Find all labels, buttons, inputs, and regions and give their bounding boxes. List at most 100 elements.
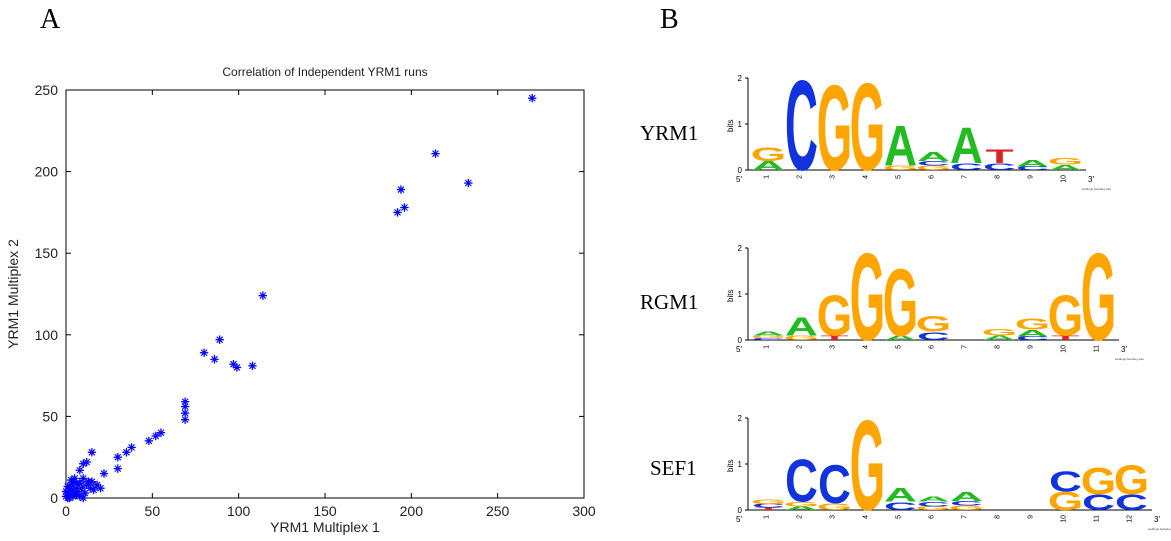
logo-position-number: 10 bbox=[1061, 345, 1068, 353]
logo-letter-a: A bbox=[884, 485, 917, 506]
logo-letter-c: C bbox=[1082, 490, 1115, 515]
logo-letter-c: C bbox=[1049, 467, 1082, 499]
x-tick-label: 250 bbox=[486, 503, 510, 519]
logo-position-number: 7 bbox=[962, 515, 969, 519]
logo-y-tick-label: 0 bbox=[738, 166, 743, 175]
logo-y-tick-label: 0 bbox=[738, 506, 743, 515]
data-point bbox=[122, 448, 131, 457]
data-point bbox=[144, 436, 154, 446]
logo-y-tick-label: 1 bbox=[738, 460, 743, 469]
logo-credit: weblogo.berkeley.edu bbox=[1115, 357, 1144, 361]
logo-position-number: 2 bbox=[797, 345, 804, 349]
logo-position-number: 3 bbox=[830, 515, 837, 519]
logo-credit: weblogo.berkeley.edu bbox=[1082, 187, 1111, 191]
logo-position-number: 1 bbox=[764, 175, 771, 179]
logo-letter-c: C bbox=[752, 503, 785, 509]
logo-position-number: 6 bbox=[929, 175, 936, 179]
logo-position-number: 1 bbox=[764, 515, 771, 519]
data-point bbox=[464, 178, 473, 188]
logo-position-number: 11 bbox=[1094, 345, 1101, 352]
data-point bbox=[79, 474, 88, 483]
data-point bbox=[156, 428, 166, 437]
logo-position-number: 8 bbox=[995, 515, 1002, 519]
logo-letter-g: G bbox=[751, 144, 786, 165]
data-point bbox=[258, 291, 268, 300]
data-point bbox=[72, 479, 81, 488]
logo-bits-label: bits bbox=[726, 460, 735, 472]
logo-letter-g: G bbox=[916, 312, 951, 337]
logo-5prime: 5' bbox=[736, 345, 742, 354]
panel-label-b: B bbox=[660, 4, 679, 35]
logo-letter-t: T bbox=[821, 334, 849, 341]
logo-letter-a: A bbox=[1016, 158, 1049, 169]
logo-letter-c: C bbox=[785, 447, 818, 515]
x-tick-label: 200 bbox=[400, 503, 424, 519]
logo-letter-a: A bbox=[752, 331, 785, 337]
x-axis-ticks: 0 50 100 150 200 250 300 bbox=[62, 90, 596, 519]
x-axis-label: YRM1 Multiplex 1 bbox=[270, 519, 380, 535]
logo-3prime: 3' bbox=[1121, 345, 1127, 354]
logo-position-number: 10 bbox=[1061, 175, 1068, 183]
y-tick-label: 50 bbox=[42, 408, 58, 424]
logo-letter-g: G bbox=[883, 249, 918, 356]
y-axis-ticks: 0 50 100 150 200 250 bbox=[35, 82, 584, 506]
data-point bbox=[113, 453, 122, 462]
y-tick-label: 250 bbox=[35, 82, 59, 98]
logo-letter-c: C bbox=[785, 55, 818, 198]
x-tick-label: 300 bbox=[572, 503, 596, 519]
logo-position-number: 6 bbox=[929, 515, 936, 519]
plot-frame bbox=[65, 89, 585, 499]
logo-sef1: 210bits5'3'weblogo.berkeley.edu1TCG2AGC3… bbox=[726, 395, 1171, 538]
logo-letter-g: G bbox=[982, 327, 1017, 338]
data-point bbox=[75, 466, 85, 475]
data-point bbox=[393, 208, 402, 217]
data-point bbox=[431, 149, 440, 158]
logo-letter-g: G bbox=[850, 395, 885, 538]
logo-bits-label: bits bbox=[726, 290, 735, 302]
data-point bbox=[232, 363, 242, 372]
data-point bbox=[528, 93, 537, 103]
logo-position-number: 12 bbox=[1127, 515, 1134, 523]
logo-position-number: 1 bbox=[764, 345, 771, 349]
logo-letter-g: G bbox=[850, 227, 885, 366]
logo-5prime: 5' bbox=[736, 175, 742, 184]
logo-letter-c: C bbox=[917, 330, 950, 343]
logo-letter-c: C bbox=[752, 338, 785, 341]
logo-letter-g: G bbox=[817, 283, 852, 347]
logo-letter-a: A bbox=[950, 490, 983, 504]
logo-letter-a: A bbox=[785, 313, 818, 341]
logo-letter-a: A bbox=[884, 334, 917, 341]
data-point bbox=[396, 185, 406, 194]
logo-letter-t: T bbox=[755, 507, 783, 511]
logo-letter-g: G bbox=[751, 335, 786, 339]
y-tick-label: 150 bbox=[35, 245, 59, 261]
data-point bbox=[151, 431, 160, 441]
logo-letter-g: G bbox=[1048, 156, 1083, 167]
data-point bbox=[68, 487, 78, 496]
logo-letter-g: G bbox=[817, 501, 852, 512]
logo-letter-g: G bbox=[883, 164, 918, 171]
logo-position-number: 5 bbox=[896, 345, 903, 349]
logo-bits-label: bits bbox=[726, 120, 735, 132]
scatter-plot: Correlation of Independent YRM1 runs 0 50… bbox=[5, 65, 596, 535]
logo-letter-t: T bbox=[1052, 334, 1080, 341]
motif-label-rgm1: RGM1 bbox=[640, 290, 699, 314]
logo-3prime: 3' bbox=[1154, 515, 1160, 524]
logo-letter-a: A bbox=[884, 113, 917, 177]
data-point bbox=[215, 335, 224, 344]
motif-label-sef1: SEF1 bbox=[650, 456, 697, 480]
logo-position-number: 9 bbox=[1028, 175, 1035, 179]
logo-letter-a: A bbox=[785, 505, 818, 511]
x-tick-label: 100 bbox=[227, 503, 251, 519]
logo-position-number: 10 bbox=[1061, 515, 1068, 523]
logo-y-tick-label: 1 bbox=[738, 120, 743, 129]
logo-letter-g: G bbox=[949, 504, 984, 511]
data-point bbox=[127, 443, 136, 452]
x-tick-label: 150 bbox=[313, 503, 337, 519]
logo-letter-g: G bbox=[751, 498, 786, 505]
logo-position-number: 7 bbox=[962, 175, 969, 179]
logo-position-number: 3 bbox=[830, 175, 837, 179]
panel-label-a: A bbox=[40, 4, 61, 35]
